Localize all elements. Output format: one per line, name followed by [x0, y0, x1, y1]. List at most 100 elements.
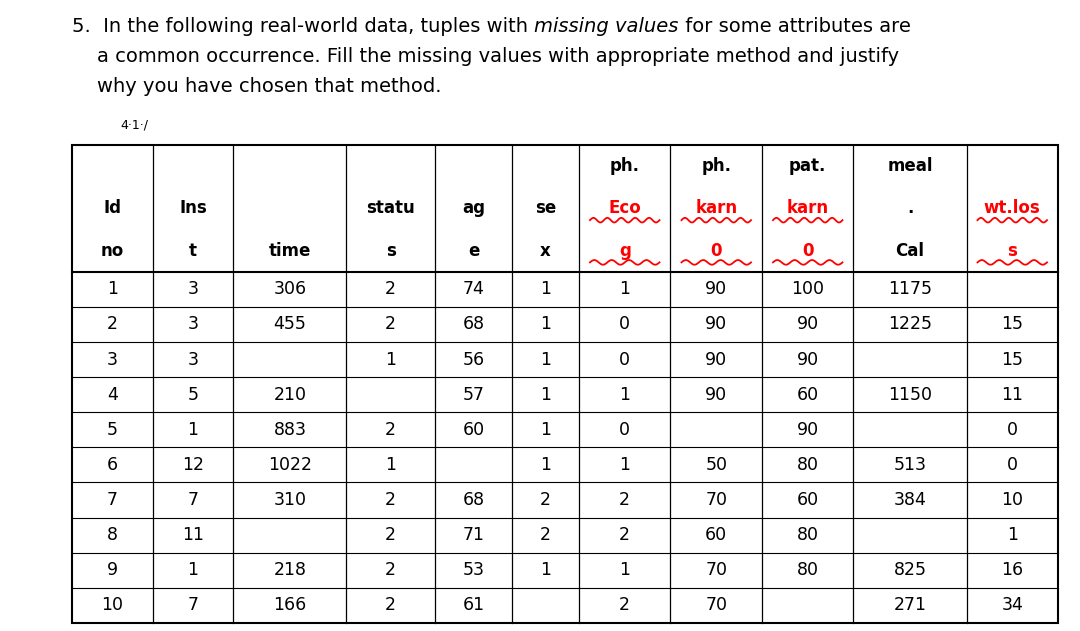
Text: 7: 7 [188, 491, 199, 509]
Text: 12: 12 [183, 456, 204, 474]
Text: 825: 825 [893, 562, 927, 579]
Text: .: . [907, 199, 914, 217]
Text: 2: 2 [386, 316, 396, 333]
Text: 80: 80 [797, 526, 819, 544]
Text: 1: 1 [540, 456, 551, 474]
Text: 1175: 1175 [888, 280, 932, 298]
Text: 2: 2 [619, 491, 631, 509]
Text: 61: 61 [462, 596, 485, 615]
Text: 1: 1 [107, 280, 118, 298]
Text: 1225: 1225 [888, 316, 932, 333]
Text: 1: 1 [619, 456, 631, 474]
Text: 68: 68 [462, 316, 485, 333]
Text: 1: 1 [188, 421, 199, 439]
Text: 3: 3 [188, 350, 199, 369]
Text: 1150: 1150 [888, 386, 932, 404]
Text: 15: 15 [1001, 350, 1023, 369]
Text: 15: 15 [1001, 316, 1023, 333]
Text: 9: 9 [107, 562, 118, 579]
Text: 7: 7 [188, 596, 199, 615]
Text: 2: 2 [540, 526, 551, 544]
Text: 3: 3 [188, 280, 199, 298]
Text: 90: 90 [705, 386, 727, 404]
Text: Ins: Ins [179, 199, 207, 217]
Text: 6: 6 [107, 456, 118, 474]
Text: 53: 53 [462, 562, 485, 579]
Text: 4: 4 [107, 386, 118, 404]
Text: 60: 60 [705, 526, 727, 544]
Text: a common occurrence. Fill the missing values with appropriate method and justify: a common occurrence. Fill the missing va… [72, 47, 900, 66]
Text: 60: 60 [797, 491, 819, 509]
Text: 80: 80 [797, 456, 819, 474]
Text: 0: 0 [711, 242, 723, 259]
Text: 70: 70 [705, 491, 727, 509]
Text: 1: 1 [540, 562, 551, 579]
Text: 8: 8 [107, 526, 118, 544]
Text: 90: 90 [797, 316, 819, 333]
Text: meal: meal [888, 157, 933, 175]
Text: 210: 210 [273, 386, 307, 404]
Text: 5.  In the following real-world data, tuples with: 5. In the following real-world data, tup… [72, 17, 535, 36]
Text: 384: 384 [893, 491, 927, 509]
Text: 2: 2 [386, 421, 396, 439]
Text: 34: 34 [1001, 596, 1023, 615]
Text: 5: 5 [188, 386, 199, 404]
Text: 90: 90 [705, 350, 727, 369]
Text: 166: 166 [273, 596, 307, 615]
Text: statu: statu [366, 199, 415, 217]
Text: e: e [468, 242, 480, 259]
Text: 1: 1 [540, 280, 551, 298]
Text: 1: 1 [619, 562, 631, 579]
Text: 2: 2 [386, 562, 396, 579]
Text: 90: 90 [705, 316, 727, 333]
Text: 883: 883 [273, 421, 307, 439]
Text: 56: 56 [462, 350, 485, 369]
Text: x: x [540, 242, 551, 259]
Text: 0: 0 [1007, 456, 1017, 474]
Text: 1: 1 [540, 421, 551, 439]
Text: 74: 74 [462, 280, 485, 298]
Text: 60: 60 [462, 421, 485, 439]
Text: 90: 90 [797, 350, 819, 369]
Text: 1: 1 [619, 386, 631, 404]
Text: 7: 7 [107, 491, 118, 509]
Text: 1: 1 [188, 562, 199, 579]
Text: 100: 100 [792, 280, 824, 298]
Text: 10: 10 [1001, 491, 1023, 509]
Text: 71: 71 [462, 526, 485, 544]
Text: se: se [535, 199, 556, 217]
Text: 5: 5 [107, 421, 118, 439]
Text: 455: 455 [273, 316, 307, 333]
Text: 10: 10 [102, 596, 123, 615]
Text: 218: 218 [273, 562, 307, 579]
Text: missing values: missing values [535, 17, 678, 36]
Text: 57: 57 [462, 386, 485, 404]
Text: 3: 3 [188, 316, 199, 333]
Text: 80: 80 [797, 562, 819, 579]
Text: 68: 68 [462, 491, 485, 509]
Text: 513: 513 [893, 456, 927, 474]
Text: 11: 11 [1001, 386, 1023, 404]
Text: ph.: ph. [701, 157, 731, 175]
Text: 70: 70 [705, 562, 727, 579]
Text: 1: 1 [386, 456, 396, 474]
Text: 2: 2 [107, 316, 118, 333]
Text: 16: 16 [1001, 562, 1024, 579]
Text: why you have chosen that method.: why you have chosen that method. [72, 77, 442, 96]
Bar [72, 145, 1058, 623]
Text: 310: 310 [273, 491, 307, 509]
Text: 2: 2 [386, 526, 396, 544]
Text: Eco: Eco [608, 199, 642, 217]
Text: time: time [269, 242, 311, 259]
Text: 90: 90 [705, 280, 727, 298]
Text: 2: 2 [619, 526, 631, 544]
Text: ag: ag [462, 199, 485, 217]
Text: pat.: pat. [789, 157, 826, 175]
Text: 4·1·/: 4·1·/ [120, 118, 148, 131]
Text: 0: 0 [619, 421, 631, 439]
Text: karn: karn [786, 199, 828, 217]
Text: wt.los: wt.los [984, 199, 1041, 217]
Text: 50: 50 [705, 456, 727, 474]
Text: 11: 11 [183, 526, 204, 544]
Text: ph.: ph. [610, 157, 639, 175]
